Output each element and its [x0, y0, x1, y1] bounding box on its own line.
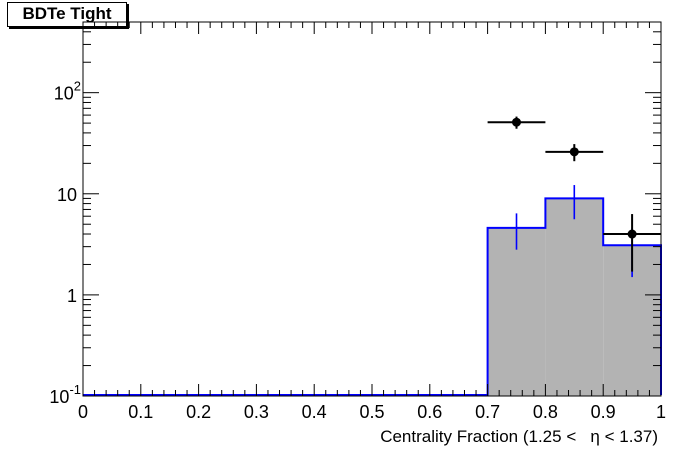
x-tick-labels: 0 0.1 0.2 0.3 0.4 0.5 0.6 0.7 0.8 0.9 1: [78, 402, 666, 422]
y-tick-label: 10-1: [49, 382, 81, 407]
x-tick-label: 0.1: [128, 402, 153, 422]
x-tick-label: 0.8: [533, 402, 558, 422]
x-tick-label: 0.3: [244, 402, 269, 422]
histogram-layer: [83, 185, 662, 396]
y-tick-labels: 10-1 1 10 102: [49, 79, 81, 407]
histogram-bar: [487, 227, 546, 396]
data-point: [569, 147, 579, 157]
data-point: [512, 117, 521, 127]
x-axis-title: Centrality Fraction (1.25 < η < 1.37): [380, 427, 658, 446]
x-tick-label: 0: [78, 402, 88, 422]
histogram-bar: [545, 198, 604, 396]
x-tick-label: 1: [656, 402, 666, 422]
data-point: [627, 229, 637, 239]
x-tick-label: 0.6: [417, 402, 442, 422]
axis-ticks: [82, 21, 662, 397]
x-tick-label: 0.9: [591, 402, 616, 422]
y-tick-label: 1: [67, 286, 77, 306]
histogram-outline: [83, 197, 662, 396]
chart-title: BDTe Tight: [7, 2, 127, 27]
x-tick-label: 0.2: [186, 402, 211, 422]
x-tick-label: 0.4: [302, 402, 327, 422]
y-tick-label: 10: [57, 185, 77, 205]
data-points-layer: [487, 116, 661, 272]
y-tick-label: 102: [54, 79, 81, 104]
x-tick-label: 0.7: [475, 402, 500, 422]
x-tick-label: 0.5: [359, 402, 384, 422]
